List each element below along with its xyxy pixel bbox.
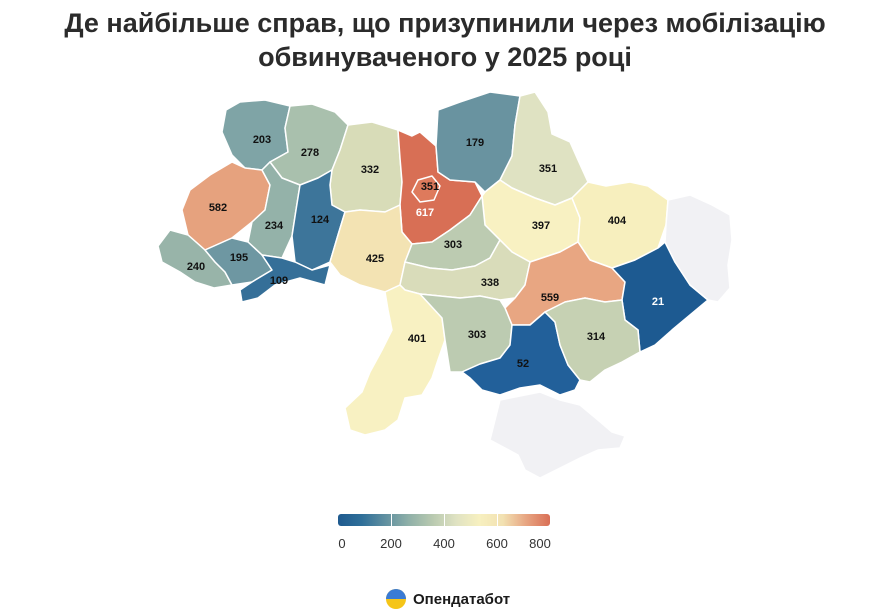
region-label: 52 [517,358,529,370]
region-label: 203 [253,134,271,146]
region-label: 351 [421,181,439,193]
region-label: 397 [532,220,550,232]
region-label: 314 [587,331,606,343]
region-zakarpatska[interactable]: Закарпатська: 240 [157,229,233,289]
brand-logo: Опендатабот [385,588,510,610]
region-luhanska: Луганська [664,194,733,303]
legend-gradient-bar [338,514,550,526]
legend-separator [497,514,498,526]
region-label: 278 [301,147,319,159]
region-label: 617 [416,207,434,219]
legend-tick: 400 [433,536,455,551]
legend-tick: 200 [380,536,402,551]
legend-separator [444,514,445,526]
legend-tick: 800 [529,536,551,551]
region-label: 351 [539,163,557,175]
region-zaporizka[interactable]: Запорізька: 314 [544,297,641,383]
region-label: 303 [468,329,486,341]
brand-name: Опендатабот [413,590,511,608]
region-label: 195 [230,252,248,264]
title-line-2: обвинуваченого у 2025 році [258,42,632,72]
region-label: 240 [187,261,205,273]
region-label: 338 [481,277,499,289]
region-label: 124 [311,214,330,226]
region-label: 401 [408,333,426,345]
region-label: 21 [652,296,664,308]
region-chernivetska[interactable]: Чернівецька: 109 [239,254,331,303]
legend-tick: 600 [486,536,508,551]
region-label: 303 [444,239,462,251]
region-label: 179 [466,137,484,149]
color-legend: 0 200 400 600 800 [338,514,551,556]
region-label: 109 [270,275,288,287]
title-line-1: Де найбільше справ, що призупинили через… [64,8,826,38]
region-label: 234 [265,220,284,232]
legend-separator [391,514,392,526]
chart-title: Де найбільше справ, що призупинили через… [0,6,890,74]
region-label: 332 [361,164,379,176]
region-label: 404 [608,215,627,227]
region-label: 582 [209,202,227,214]
region-label: 559 [541,292,559,304]
opendatabot-icon [386,589,406,609]
region-kyiv-city[interactable]: Київ: 617 [411,175,441,203]
region-crimea: Крим [489,391,626,479]
region-odeska[interactable]: Одеська: 401 [344,284,446,436]
region-label: 425 [366,253,384,265]
legend-tick: 0 [338,536,346,551]
legend-ticks: 0 200 400 600 800 [338,536,550,556]
